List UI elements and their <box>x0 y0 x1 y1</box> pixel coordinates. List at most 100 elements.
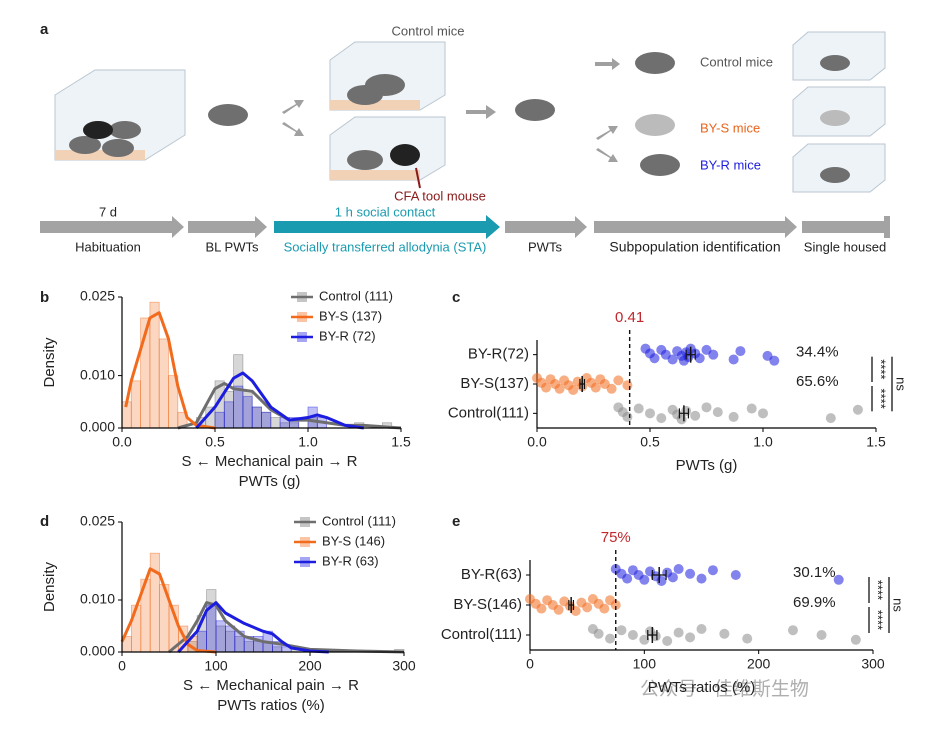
data-point <box>613 375 624 386</box>
stage-label: Subpopulation identification <box>609 239 780 255</box>
data-point <box>593 628 604 639</box>
group-label: BY-S mice <box>700 120 760 135</box>
diagram-a: a <box>40 21 890 255</box>
axis-note: S ← Mechanical pain → R <box>183 677 359 694</box>
panel-label: d <box>40 513 49 530</box>
legend-swatch <box>297 292 307 302</box>
y-tick-label: 0.010 <box>80 366 115 382</box>
stage-label: Habituation <box>75 239 141 254</box>
group-label: BY-R mice <box>700 157 761 172</box>
duration-label: 7 d <box>99 204 117 219</box>
stage-label: Socially transferred allodynia (STA) <box>284 239 487 254</box>
panel-label: e <box>452 513 460 530</box>
x-tick-label: 1.0 <box>753 434 773 450</box>
data-point <box>746 403 757 414</box>
data-point <box>712 407 723 418</box>
x-tick-label: 0.0 <box>527 434 547 450</box>
x-tick-label: 300 <box>861 656 885 672</box>
histogram-bar <box>233 385 244 429</box>
contact-label: 1 h social contact <box>335 204 436 219</box>
error-bar <box>685 349 696 360</box>
histogram-bar <box>242 396 253 429</box>
x-tick-label: 200 <box>298 658 322 674</box>
data-point <box>622 573 633 584</box>
data-point <box>627 630 638 640</box>
x-axis-label: PWTs ratios (%) <box>648 679 756 696</box>
data-point <box>667 354 678 365</box>
data-point <box>681 405 692 416</box>
data-point <box>719 628 730 639</box>
significance-label: **** <box>874 359 889 379</box>
data-point <box>656 413 667 424</box>
stage-label: PWTs <box>528 239 562 254</box>
x-tick-label: 200 <box>747 656 771 672</box>
error-bar <box>647 630 658 640</box>
data-point <box>667 572 678 583</box>
data-point <box>690 410 701 421</box>
data-point <box>696 624 707 634</box>
data-point <box>696 573 707 584</box>
plot <box>121 301 402 430</box>
data-point <box>622 411 633 422</box>
data-point <box>833 574 844 585</box>
threshold-label: 75% <box>601 529 631 546</box>
stage-label: BL PWTs <box>206 239 259 254</box>
data-point <box>639 574 650 585</box>
data-point <box>662 636 673 646</box>
data-point <box>622 380 633 391</box>
data-point <box>656 576 667 586</box>
legend-label: BY-S (137) <box>319 308 382 323</box>
data-point <box>735 346 746 357</box>
panel-label: c <box>452 289 460 306</box>
data-point <box>685 632 696 643</box>
stage-label: Single housed <box>804 239 886 254</box>
tool-pointer <box>415 167 421 189</box>
axis-note: S ← Mechanical pain → R <box>182 453 358 470</box>
histogram-bar <box>223 401 235 429</box>
data-point <box>728 354 739 365</box>
x-tick-label: 0.0 <box>112 434 132 450</box>
x-tick-label: 0 <box>526 656 534 672</box>
legend-swatch <box>300 537 310 547</box>
percent-label: 30.1% <box>793 564 836 581</box>
significance-label: **** <box>871 580 886 600</box>
data-point <box>685 568 696 579</box>
data-point <box>673 627 684 638</box>
data-point <box>852 404 863 415</box>
x-tick-label: 300 <box>392 658 416 674</box>
timeline <box>40 215 890 239</box>
legend-swatch <box>297 332 307 342</box>
data-point <box>590 382 601 393</box>
data-point <box>707 565 718 576</box>
threshold-label: 0.41 <box>615 309 644 326</box>
data-point <box>728 411 739 422</box>
data-point <box>605 633 616 644</box>
data-point <box>730 570 741 580</box>
histogram-bar <box>130 380 142 429</box>
data-point <box>850 634 861 645</box>
x-tick-label: 100 <box>204 658 228 674</box>
group-label: Control mice <box>700 54 773 69</box>
percent-label: 69.9% <box>793 594 836 611</box>
data-point <box>825 413 836 424</box>
histogram-bar <box>270 417 281 429</box>
histogram-bar <box>130 604 142 653</box>
data-point <box>541 382 552 393</box>
legend-label: Control (111) <box>319 288 393 303</box>
y-tick-label: 0.010 <box>80 591 115 607</box>
percent-label: 65.6% <box>796 373 839 390</box>
data-point <box>650 631 661 642</box>
density-curve <box>120 567 217 654</box>
legend-swatch <box>297 312 307 322</box>
significance-label: **** <box>874 389 889 409</box>
density-curve <box>177 601 329 654</box>
tool-mouse-label: CFA tool mouse <box>394 188 486 203</box>
data-point <box>616 625 627 636</box>
error-bar <box>568 600 575 610</box>
y-tick-label: 0.025 <box>80 288 115 304</box>
data-point <box>694 353 705 364</box>
data-point <box>570 606 581 616</box>
y-axis-label: Density <box>41 561 58 612</box>
x-tick-label: 1.5 <box>866 434 886 450</box>
